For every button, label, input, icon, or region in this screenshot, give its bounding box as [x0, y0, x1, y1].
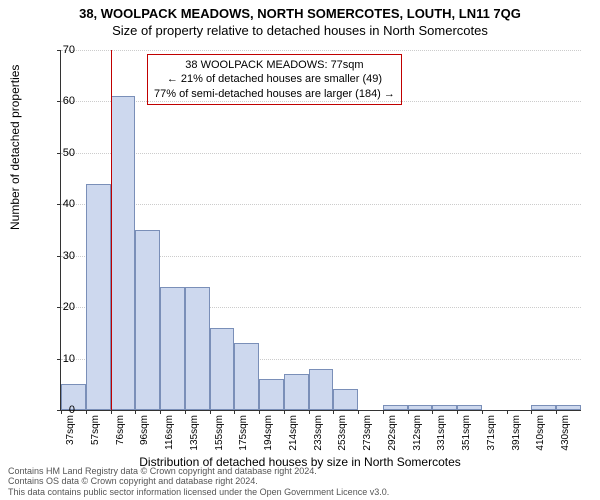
chart-title: 38, WOOLPACK MEADOWS, NORTH SOMERCOTES, … — [0, 0, 600, 21]
annotation-line2: ← 21% of detached houses are smaller (49… — [154, 72, 395, 86]
xtick-mark — [234, 410, 235, 414]
ytick-label: 70 — [45, 44, 75, 56]
xtick-label: 312sqm — [412, 415, 423, 455]
xtick-label: 37sqm — [65, 415, 76, 455]
xtick-label: 331sqm — [436, 415, 447, 455]
xtick-mark — [185, 410, 186, 414]
ytick-label: 0 — [45, 404, 75, 416]
histogram-bar — [210, 328, 235, 410]
ytick-label: 40 — [45, 198, 75, 210]
annotation-box: 38 WOOLPACK MEADOWS: 77sqm ← 21% of deta… — [147, 54, 402, 105]
xtick-label: 57sqm — [90, 415, 101, 455]
xtick-label: 410sqm — [535, 415, 546, 455]
xtick-mark — [531, 410, 532, 414]
histogram-bar — [383, 405, 408, 410]
xtick-mark — [556, 410, 557, 414]
histogram-bar — [333, 389, 358, 410]
histogram-bar — [457, 405, 482, 410]
xtick-label: 116sqm — [164, 415, 175, 455]
histogram-bar — [284, 374, 309, 410]
histogram-bar — [259, 379, 284, 410]
gridline — [61, 204, 581, 205]
xtick-mark — [457, 410, 458, 414]
histogram-bar — [309, 369, 334, 410]
ytick-label: 20 — [45, 301, 75, 313]
histogram-bar — [432, 405, 457, 410]
xtick-label: 273sqm — [362, 415, 373, 455]
gridline — [61, 153, 581, 154]
xtick-label: 175sqm — [238, 415, 249, 455]
plot-area: 38 WOOLPACK MEADOWS: 77sqm ← 21% of deta… — [60, 50, 581, 411]
xtick-label: 292sqm — [387, 415, 398, 455]
xtick-mark — [333, 410, 334, 414]
xtick-mark — [408, 410, 409, 414]
xtick-label: 430sqm — [560, 415, 571, 455]
histogram-bar — [86, 184, 111, 410]
license-line2: Contains OS data © Crown copyright and d… — [8, 476, 389, 487]
gridline — [61, 50, 581, 51]
ytick-label: 30 — [45, 250, 75, 262]
xtick-mark — [358, 410, 359, 414]
xtick-mark — [507, 410, 508, 414]
xtick-label: 135sqm — [189, 415, 200, 455]
xtick-mark — [482, 410, 483, 414]
y-axis-label: Number of detached properties — [8, 65, 22, 230]
license-text: Contains HM Land Registry data © Crown c… — [8, 466, 389, 498]
histogram-chart: 38, WOOLPACK MEADOWS, NORTH SOMERCOTES, … — [0, 0, 600, 500]
histogram-bar — [531, 405, 556, 410]
chart-subtitle: Size of property relative to detached ho… — [0, 21, 600, 38]
xtick-mark — [135, 410, 136, 414]
histogram-bar — [111, 96, 136, 410]
annotation-line1: 38 WOOLPACK MEADOWS: 77sqm — [154, 58, 395, 72]
histogram-bar — [556, 405, 581, 410]
xtick-label: 391sqm — [511, 415, 522, 455]
histogram-bar — [160, 287, 185, 410]
ytick-label: 10 — [45, 353, 75, 365]
histogram-bar — [234, 343, 259, 410]
ytick-label: 60 — [45, 95, 75, 107]
license-line3: This data contains public sector informa… — [8, 487, 389, 498]
histogram-bar — [185, 287, 210, 410]
xtick-label: 214sqm — [288, 415, 299, 455]
xtick-mark — [259, 410, 260, 414]
xtick-label: 253sqm — [337, 415, 348, 455]
xtick-mark — [86, 410, 87, 414]
xtick-label: 233sqm — [313, 415, 324, 455]
ytick-label: 50 — [45, 147, 75, 159]
license-line1: Contains HM Land Registry data © Crown c… — [8, 466, 389, 477]
xtick-mark — [383, 410, 384, 414]
xtick-mark — [284, 410, 285, 414]
xtick-label: 96sqm — [139, 415, 150, 455]
histogram-bar — [135, 230, 160, 410]
gridline — [61, 101, 581, 102]
xtick-mark — [309, 410, 310, 414]
xtick-mark — [432, 410, 433, 414]
xtick-mark — [210, 410, 211, 414]
xtick-label: 76sqm — [115, 415, 126, 455]
xtick-label: 155sqm — [214, 415, 225, 455]
xtick-label: 371sqm — [486, 415, 497, 455]
xtick-mark — [160, 410, 161, 414]
xtick-label: 194sqm — [263, 415, 274, 455]
xtick-label: 351sqm — [461, 415, 472, 455]
marker-line — [111, 50, 112, 410]
histogram-bar — [408, 405, 433, 410]
annotation-line3: 77% of semi-detached houses are larger (… — [154, 87, 395, 101]
xtick-mark — [111, 410, 112, 414]
